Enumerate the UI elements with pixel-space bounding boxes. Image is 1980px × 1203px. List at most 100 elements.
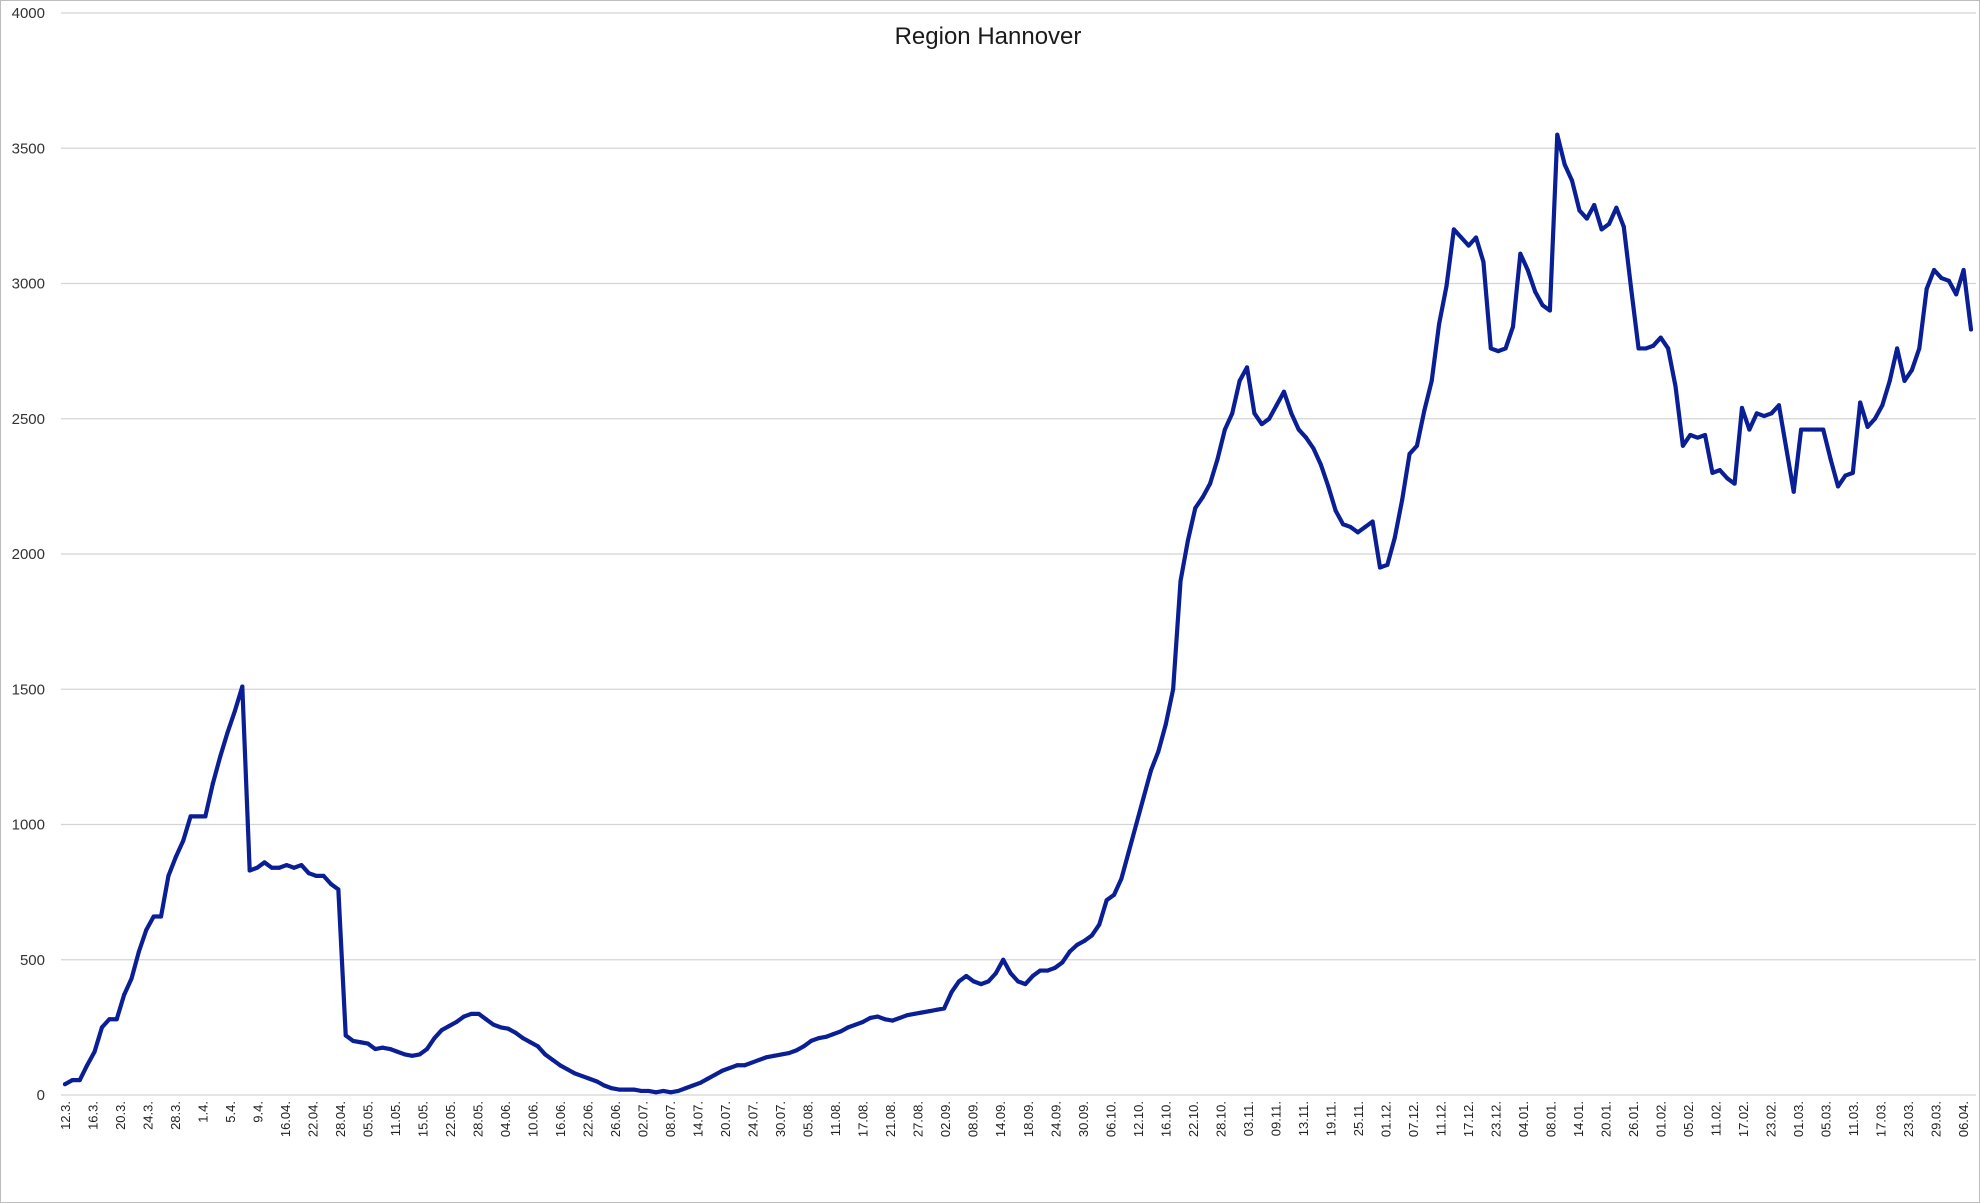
data-point [912,1011,917,1016]
data-point [299,863,304,868]
data-point [1821,427,1826,432]
x-tick-label: 01.12. [1378,1101,1393,1137]
data-point [447,1024,452,1029]
data-point [417,1052,422,1057]
data-point [705,1076,710,1081]
data-point [1488,346,1493,351]
data-point [897,1015,902,1020]
data-point [1503,346,1508,351]
data-point [70,1078,75,1083]
x-tick-label: 25.11. [1351,1101,1366,1136]
data-point [1067,949,1072,954]
data-point [1474,235,1479,240]
data-point [1089,933,1094,938]
data-point [1813,427,1818,432]
data-point [772,1053,777,1058]
x-tick-label: 5.4. [223,1101,238,1123]
data-point [262,860,267,865]
x-tick-label: 08.01. [1543,1101,1558,1137]
data-point [1924,286,1929,291]
x-tick-label: 02.09. [938,1101,953,1137]
x-tick-label: 28.04. [333,1101,348,1137]
data-point [1193,506,1198,511]
data-point [1481,259,1486,264]
data-point [1754,411,1759,416]
data-point [114,1017,119,1022]
x-tick-label: 12.3. [58,1101,73,1130]
data-point [476,1011,481,1016]
data-point [1215,457,1220,462]
data-point [1954,292,1959,297]
x-tick-label: 16.3. [86,1101,101,1130]
y-tick-label: 2500 [12,411,45,428]
data-point [1385,562,1390,567]
x-tick-label: 18.09. [1021,1101,1036,1137]
data-point [247,868,252,873]
x-tick-label: 01.03. [1791,1101,1806,1137]
data-point [1052,965,1057,970]
x-tick-label: 17.02. [1736,1101,1751,1137]
data-point [1703,432,1708,437]
data-point [1695,435,1700,440]
data-point [868,1015,873,1020]
data-point [351,1038,356,1043]
data-point [1658,335,1663,340]
data-point [1540,303,1545,308]
data-point [1023,982,1028,987]
data-point [971,979,976,984]
data-point [1961,267,1966,272]
x-tick-label: 05.02. [1681,1101,1696,1137]
data-point [853,1022,858,1027]
data-point [698,1080,703,1085]
x-tick-label: 08.09. [966,1101,981,1137]
data-point [809,1038,814,1043]
data-point [1355,530,1360,535]
data-point [1525,267,1530,272]
data-point [890,1018,895,1023]
data-point [587,1076,592,1081]
data-point [594,1079,599,1084]
data-point [572,1071,577,1076]
data-point [195,814,200,819]
x-tick-label: 30.09. [1076,1101,1091,1137]
x-tick-label: 24.07. [746,1101,761,1137]
data-point [99,1025,104,1030]
data-point [1363,524,1368,529]
data-point [1222,427,1227,432]
data-point [1208,481,1213,486]
data-point [424,1047,429,1052]
data-point [617,1087,622,1092]
data-point [1836,484,1841,489]
data-point [683,1086,688,1091]
data-point [934,1007,939,1012]
data-point [284,863,289,868]
data-point [646,1088,651,1093]
data-point [469,1011,474,1016]
data-point [521,1036,526,1041]
data-point [1629,286,1634,291]
x-tick-label: 07.12. [1406,1101,1421,1137]
x-tick-label: 16.10. [1158,1101,1173,1137]
data-point [786,1051,791,1056]
x-tick-label: 19.11. [1323,1101,1338,1136]
data-point [1562,162,1567,167]
x-tick-label: 11.02. [1708,1101,1723,1136]
data-point [77,1078,82,1083]
x-tick-label: 04.06. [498,1101,513,1137]
data-point [484,1017,489,1022]
data-point [979,982,984,987]
data-point [1185,538,1190,543]
data-point [1252,411,1257,416]
data-point [1946,278,1951,283]
x-axis-ticks: 12.3. 16.3. 20.3. 24.3. 28.3. 1.4. 5.4. 9.4. 16.… [58,1101,1971,1137]
data-point [1038,968,1043,973]
data-point [373,1047,378,1052]
data-point [639,1088,644,1093]
data-point [624,1087,629,1092]
x-tick-label: 03.11. [1241,1101,1256,1136]
data-point [1577,208,1582,213]
data-point [713,1072,718,1077]
data-point [166,873,171,878]
data-point [1710,470,1715,475]
data-point [831,1032,836,1037]
